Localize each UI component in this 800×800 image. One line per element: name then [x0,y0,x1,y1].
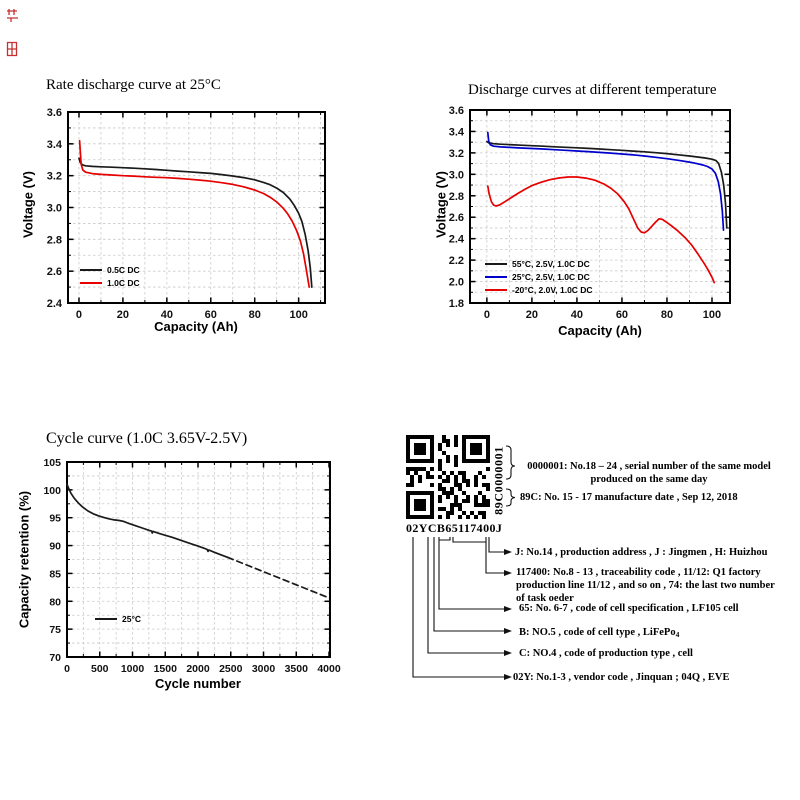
svg-text:20: 20 [526,309,538,321]
svg-text:1.8: 1.8 [449,298,464,310]
legend-swatch [80,281,102,284]
svg-text:3000: 3000 [252,663,276,675]
svg-text:60: 60 [205,309,217,321]
rate-discharge-plot: 0 20 40 60 80 100 2.4 2.6 2.8 3.0 3.2 3.4 3.6 [47,107,326,321]
legend-item: 0.5C DC [80,263,140,276]
legend-item: 25°C, 2.5V, 1.0C DC [485,270,593,283]
svg-text:500: 500 [91,663,109,675]
svg-text:40: 40 [571,309,583,321]
svg-text:3.4: 3.4 [47,139,63,151]
legend-swatch [485,262,507,265]
legend-item: 55°C, 2.5V, 1.0C DC [485,257,593,270]
legend-swatch [80,268,102,271]
svg-text:75: 75 [49,624,61,636]
svg-text:1000: 1000 [121,663,145,675]
legend-swatch [485,275,507,278]
svg-text:80: 80 [249,309,261,321]
annotation-cell-type-text: B: NO.5 , code of cell type , LiFePo [519,627,676,638]
legend-swatch [485,288,507,291]
annotation-production-type: C: NO.4 , code of production type , cell [519,648,693,659]
red-stamp-mark [6,41,18,57]
annotation-serial-number: 0000001: No.18 – 24 , serial number of t… [527,461,771,485]
svg-text:2.8: 2.8 [449,191,464,203]
legend-swatch [95,617,117,620]
svg-text:3500: 3500 [285,663,309,675]
svg-text:20: 20 [117,309,129,321]
cycle-curve-plot: 0 500 1000 1500 2000 2500 3000 3500 4000 70 75 80 85… [43,457,340,675]
svg-text:60: 60 [616,309,628,321]
legend-label: 55°C, 2.5V, 1.0C DC [512,258,590,269]
chart-title-rate-discharge: Rate discharge curve at 25°C [46,77,221,93]
svg-text:80: 80 [49,596,61,608]
chart-title-cycle: Cycle curve (1.0C 3.65V-2.5V) [46,430,248,447]
traceability-code: 02YCB65117400J [406,521,503,535]
annotation-cell-type: B: NO.5 , code of cell type , LiFePo4 [519,626,679,641]
svg-text:2.2: 2.2 [449,255,464,267]
svg-text:85: 85 [49,568,61,580]
svg-text:70: 70 [49,652,61,664]
svg-text:100: 100 [289,309,307,321]
svg-text:100: 100 [43,485,61,497]
svg-text:2.4: 2.4 [47,298,63,310]
svg-text:0: 0 [64,663,70,675]
red-stamp-mark [7,9,18,22]
svg-text:80: 80 [661,309,673,321]
annotation-cell-specification: 65: No. 6-7 , code of cell specification… [519,603,739,614]
svg-text:3.2: 3.2 [47,171,62,183]
legend-label: 0.5C DC [107,264,140,275]
legend-cycle: 25°C [95,612,141,625]
svg-text:3.6: 3.6 [47,107,62,119]
svg-text:0: 0 [76,309,82,321]
annotation-production-address: J: No.14 , production address , J : Jing… [515,547,768,558]
svg-text:3.6: 3.6 [449,105,464,117]
x-axis-label-capacity-2: Capacity (Ah) [558,323,642,338]
svg-text:2500: 2500 [219,663,243,675]
svg-text:2.6: 2.6 [47,266,62,278]
svg-text:1500: 1500 [154,663,178,675]
annotation-vendor-code: 02Y: No.1-3 , vendor code , Jinquan ; 04… [513,672,730,683]
svg-text:3.0: 3.0 [449,169,464,181]
legend-item: 25°C [95,612,141,625]
code-explanation-connectors [412,445,516,680]
svg-text:3.2: 3.2 [449,148,464,160]
svg-text:100: 100 [703,309,721,321]
svg-text:90: 90 [49,541,61,553]
legend-label: -20°C, 2.0V, 1.0C DC [512,284,593,295]
legend-label: 25°C [122,613,141,624]
legend-item: 1.0C DC [80,276,140,289]
x-axis-label-cycle: Cycle number [155,676,241,691]
annotation-traceability-code: 117400: No.8 - 13 , traceability code , … [516,567,775,604]
svg-text:3.0: 3.0 [47,203,62,215]
svg-text:2.6: 2.6 [449,212,464,224]
x-axis-label-capacity-1: Capacity (Ah) [154,319,238,334]
svg-text:2.4: 2.4 [449,234,465,246]
legend-item: -20°C, 2.0V, 1.0C DC [485,283,593,296]
temperature-discharge-plot: 0 20 40 60 80 100 1.8 2.0 2.2 2.4 2.6 2.8 3.0 3.2 3.4 3… [449,105,731,321]
legend-label: 25°C, 2.5V, 1.0C DC [512,271,590,282]
svg-text:2.0: 2.0 [449,277,464,289]
svg-text:2.8: 2.8 [47,234,62,246]
annotation-manufacture-date: 89C: No. 15 - 17 manufacture date , Sep … [520,492,738,503]
legend-rate-discharge: 0.5C DC 1.0C DC [80,263,140,289]
lifepo4-subscript: 4 [675,630,680,639]
svg-text:4000: 4000 [317,663,341,675]
svg-text:40: 40 [161,309,173,321]
svg-text:3.4: 3.4 [449,126,465,138]
qr-code [406,435,490,519]
svg-text:0: 0 [484,309,490,321]
legend-temperature: 55°C, 2.5V, 1.0C DC 25°C, 2.5V, 1.0C DC -2… [485,257,593,296]
legend-label: 1.0C DC [107,277,140,288]
svg-text:95: 95 [49,513,61,525]
svg-text:2000: 2000 [186,663,210,675]
svg-text:105: 105 [43,457,61,469]
chart-title-temperature: Discharge curves at different temperatur… [468,82,717,98]
